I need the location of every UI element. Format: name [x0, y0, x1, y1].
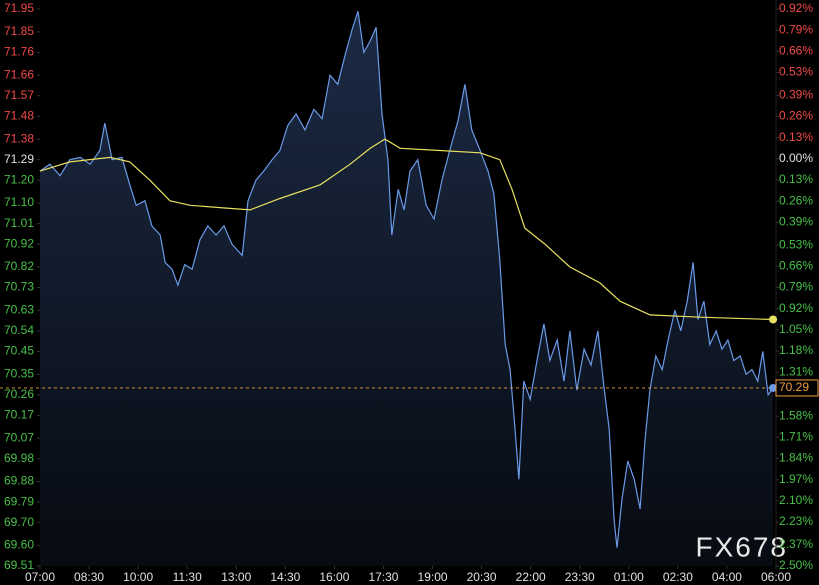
x-tick-label: 17:30	[368, 570, 398, 584]
y2-tick-label: 1.05%	[779, 322, 813, 336]
y-tick-label: 71.10	[4, 195, 34, 209]
y2-tick-label: 1.18%	[779, 343, 813, 357]
y-tick-label: 70.07	[4, 430, 34, 444]
x-tick-label: 20:30	[467, 570, 497, 584]
y-tick-label: 70.73	[4, 280, 34, 294]
y-tick-label: 71.66	[4, 67, 34, 81]
y-tick-label: 71.85	[4, 24, 34, 38]
y2-tick-label: 0.39%	[779, 215, 813, 229]
y-tick-label: 70.45	[4, 344, 34, 358]
y-tick-label: 69.60	[4, 538, 34, 552]
y-tick-label: 69.70	[4, 515, 34, 529]
x-tick-label: 10:00	[123, 570, 153, 584]
x-tick-label: 08:30	[74, 570, 104, 584]
y-tick-label: 71.29	[4, 152, 34, 166]
y-tick-label: 70.92	[4, 236, 34, 250]
y-tick-label: 71.01	[4, 216, 34, 230]
y-tick-label: 69.51	[4, 558, 34, 572]
y2-tick-label: 0.66%	[779, 44, 813, 58]
y-tick-label: 71.48	[4, 108, 34, 122]
line	[39, 138, 774, 321]
y-tick-label: 70.63	[4, 302, 34, 316]
y2-tick-label: 0.26%	[779, 109, 813, 123]
x-tick-label: 14:30	[270, 570, 300, 584]
x-tick-label: 06:00	[761, 570, 791, 584]
y2-tick-label: 0.53%	[779, 65, 813, 79]
end-dot	[769, 383, 778, 392]
y2-tick-label: 2.37%	[779, 537, 813, 551]
y2-tick-label: 2.10%	[779, 493, 813, 507]
y-tick-label: 70.82	[4, 259, 34, 273]
y2-tick-label: 0.39%	[779, 87, 813, 101]
y2-tick-label: 0.13%	[779, 130, 813, 144]
x-tick-label: 01:00	[614, 570, 644, 584]
y2-tick-label: 1.58%	[779, 408, 813, 422]
last-price-label: 70.29	[779, 380, 809, 394]
y2-tick-label: 0.92%	[779, 301, 813, 315]
y2-tick-label: 0.26%	[779, 193, 813, 207]
x-tick-label: 07:00	[25, 570, 55, 584]
x-tick-label: 22:00	[516, 570, 546, 584]
y2-tick-label: 1.31%	[779, 364, 813, 378]
end-dot	[769, 315, 778, 324]
y2-tick-label: 0.00%	[779, 151, 813, 165]
y2-tick-label: 1.71%	[779, 430, 813, 444]
y-tick-label: 69.88	[4, 474, 34, 488]
y2-tick-label: 0.79%	[779, 280, 813, 294]
y2-tick-label: 0.13%	[779, 172, 813, 186]
y2-tick-label: 2.50%	[779, 558, 813, 572]
watermark: FX678	[696, 531, 789, 562]
x-tick-label: 11:30	[173, 570, 202, 584]
y-tick-label: 71.20	[4, 172, 34, 186]
x-tick-label: 23:30	[565, 570, 595, 584]
y-tick-label: 70.17	[4, 408, 34, 422]
y-tick-label: 70.35	[4, 366, 34, 380]
y2-tick-label: 1.97%	[779, 472, 813, 486]
y-tick-label: 70.54	[4, 323, 34, 337]
x-tick-label: 19:00	[418, 570, 448, 584]
x-tick-label: 13:00	[221, 570, 251, 584]
x-tick-label: 02:30	[663, 570, 693, 584]
y-tick-label: 69.79	[4, 494, 34, 508]
y2-tick-label: 0.92%	[779, 1, 813, 15]
y-tick-label: 71.38	[4, 131, 34, 145]
y2-tick-label: 0.53%	[779, 237, 813, 251]
y-tick-label: 70.26	[4, 387, 34, 401]
x-tick-label: 16:00	[319, 570, 349, 584]
last-price-box	[775, 379, 819, 397]
y-tick-label: 71.57	[4, 88, 34, 102]
y-tick-label: 71.95	[4, 1, 34, 15]
y-tick-label: 71.76	[4, 45, 34, 59]
area	[40, 11, 774, 567]
x-tick-label: 04:00	[712, 570, 742, 584]
y2-tick-label: 1.84%	[779, 451, 813, 465]
y-tick-label: 69.98	[4, 451, 34, 465]
y2-tick-label: 0.66%	[779, 258, 813, 272]
y2-tick-label: 2.23%	[779, 514, 813, 528]
y2-tick-label: 0.79%	[779, 22, 813, 36]
